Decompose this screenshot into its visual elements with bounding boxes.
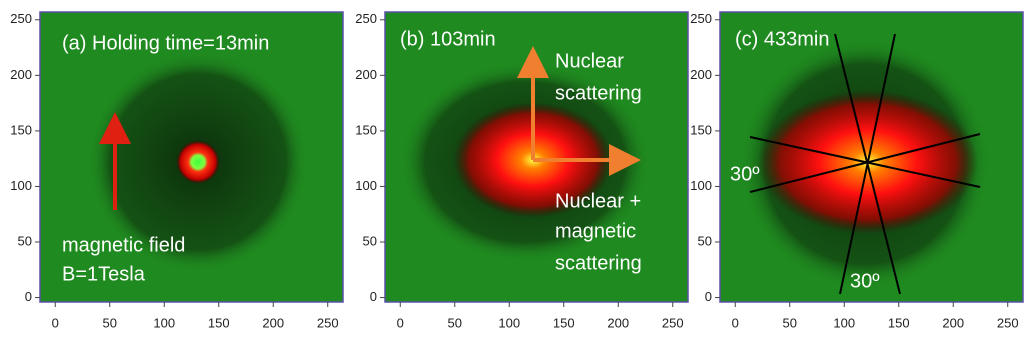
x-tick-label: 200: [607, 315, 629, 330]
y-tick-label: 250: [10, 11, 32, 26]
y-tick-label: 50: [18, 233, 32, 248]
sector-line: [749, 133, 981, 193]
annotation: Nuclear: [555, 50, 624, 72]
y-tick-label: 100: [355, 178, 377, 193]
x-tick-label: 150: [888, 315, 910, 330]
panel: 0 50 100 150 200 250 0 50 100 150 200 250 (a) Holdin…: [10, 11, 344, 330]
y-tick-label: 150: [10, 122, 32, 137]
x-tick-label: 150: [208, 315, 230, 330]
x-tick-label: 50: [103, 315, 117, 330]
x-tick-label: 50: [448, 315, 462, 330]
x-tick-label: 250: [662, 315, 684, 330]
y-tick-label: 250: [355, 11, 377, 26]
annotation: 30º: [730, 163, 760, 185]
annotation: magnetic field: [62, 234, 185, 256]
plot-frame: [39, 11, 344, 303]
y-tick-label: 200: [10, 67, 32, 82]
y-tick-label: 200: [690, 67, 712, 82]
y-tick-label: 100: [10, 178, 32, 193]
x-tick-label: 100: [153, 315, 175, 330]
annotation: B=1Tesla: [62, 263, 146, 285]
x-tick-label: 200: [942, 315, 964, 330]
x-tick-label: 0: [397, 315, 404, 330]
plot-frame: [719, 11, 1024, 303]
y-tick-label: 0: [705, 289, 712, 304]
x-tick-label: 250: [997, 315, 1019, 330]
annotation: Nuclear +: [555, 190, 641, 212]
annotation: scattering: [555, 252, 642, 274]
x-tick-label: 200: [262, 315, 284, 330]
annotation: scattering: [555, 82, 642, 104]
y-tick-label: 50: [363, 233, 377, 248]
signal-core: [176, 140, 220, 184]
annotation: magnetic: [555, 220, 636, 242]
sector-line: [839, 33, 896, 295]
x-tick-label: 250: [317, 315, 339, 330]
x-tick-label: 100: [498, 315, 520, 330]
y-tick-label: 0: [25, 289, 32, 304]
x-tick-label: 0: [52, 315, 59, 330]
panel: 0 50 100 150 200 250 0 50 100 150 200 250 (b) 103min…: [355, 11, 689, 330]
annotation: 30º: [850, 270, 880, 292]
y-tick-label: 200: [355, 67, 377, 82]
x-tick-label: 0: [732, 315, 739, 330]
panel-title: (a) Holding time=13min: [62, 32, 269, 54]
panel-title: (b) 103min: [400, 28, 496, 50]
y-tick-label: 100: [690, 178, 712, 193]
x-tick-label: 50: [783, 315, 797, 330]
x-tick-label: 100: [833, 315, 855, 330]
panel: 0 50 100 150 200 250 0 50 100 150 200 250 (c) 433min…: [690, 11, 1024, 330]
y-tick-label: 150: [690, 122, 712, 137]
y-tick-label: 250: [690, 11, 712, 26]
y-tick-label: 50: [698, 233, 712, 248]
x-tick-label: 150: [553, 315, 575, 330]
plot-frame: [384, 11, 689, 303]
panel-title: (c) 433min: [735, 28, 829, 50]
y-tick-label: 0: [370, 289, 377, 304]
y-tick-label: 150: [355, 122, 377, 137]
